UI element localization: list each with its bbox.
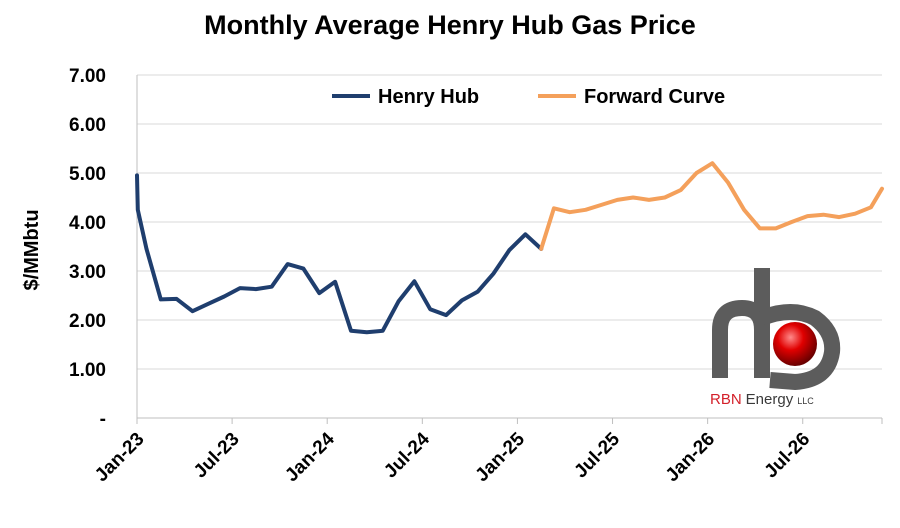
x-tick-label: Jul-24 xyxy=(380,428,434,482)
y-tick-label: 5.00 xyxy=(69,164,106,185)
y-tick-label: 6.00 xyxy=(69,115,106,136)
logo-suffix: LLC xyxy=(797,396,814,406)
pipe-b-loop xyxy=(759,304,841,391)
legend-label-henry-hub: Henry Hub xyxy=(378,86,479,108)
x-tick-label: Jan-23 xyxy=(91,429,148,486)
gridlines xyxy=(137,74,882,370)
y-tick-label: 7.00 xyxy=(69,66,106,87)
x-tick-label: Jul-26 xyxy=(761,429,815,483)
series-layer xyxy=(135,161,884,335)
series-line-forward-curve xyxy=(539,161,884,251)
y-tick-label: 4.00 xyxy=(69,213,106,234)
x-tick-label: Jan-26 xyxy=(662,429,719,486)
logo-wordmark: RBN Energy LLC xyxy=(710,391,814,408)
y-axis: - 1.00 2.00 3.00 4.00 5.00 6.00 7.00 xyxy=(69,66,138,430)
y-axis-label: $/MMbtu xyxy=(21,209,43,290)
x-tick-label: Jul-25 xyxy=(570,428,624,482)
series-line-henry-hub xyxy=(135,173,544,335)
logo-name: Energy xyxy=(746,391,794,408)
y-tick-label: - xyxy=(100,409,106,430)
red-ball-icon xyxy=(773,322,817,366)
legend-label-forward-curve: Forward Curve xyxy=(584,86,725,108)
y-tick-label: 3.00 xyxy=(69,262,106,283)
chart-title: Monthly Average Henry Hub Gas Price xyxy=(204,10,696,40)
logo-brand: RBN xyxy=(710,391,742,408)
x-tick-label: Jan-24 xyxy=(281,428,339,486)
x-tick-label: Jan-25 xyxy=(472,428,530,486)
rbn-energy-logo: RBN Energy LLC xyxy=(710,268,841,408)
x-axis: Jan-23 Jul-23 Jan-24 Jul-24 Jan-25 Jul-25 Jan-… xyxy=(91,417,883,486)
x-tick-label: Jul-23 xyxy=(190,429,244,483)
y-tick-label: 2.00 xyxy=(69,311,106,332)
legend: Henry Hub Forward Curve xyxy=(332,86,725,108)
y-tick-label: 1.00 xyxy=(69,360,106,381)
